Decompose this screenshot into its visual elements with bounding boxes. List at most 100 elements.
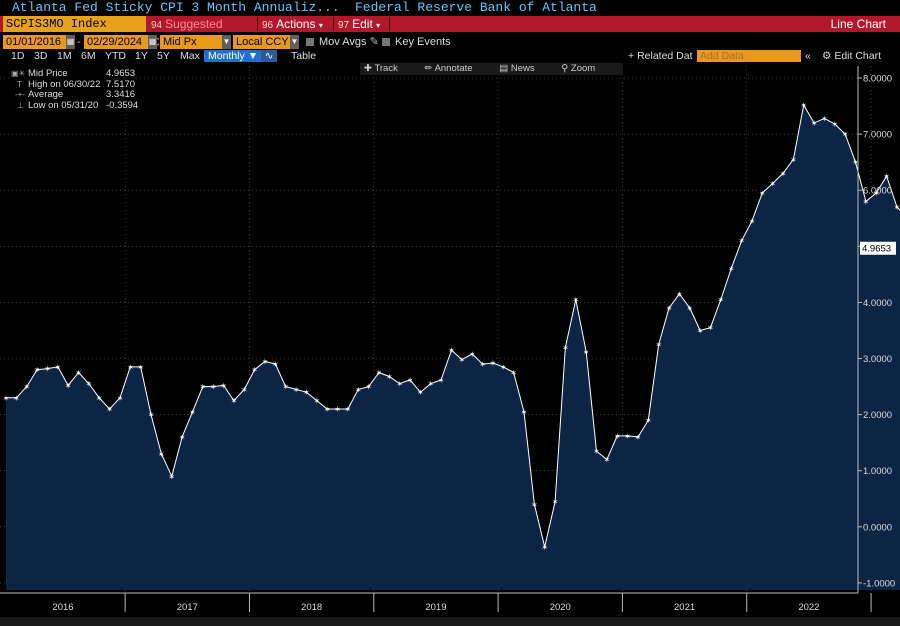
data-point-marker: ✶	[3, 394, 10, 403]
periodicity-select[interactable]: Monthly ▼	[204, 50, 263, 63]
legend-average-label: Average	[28, 89, 64, 100]
menu-separator	[257, 17, 258, 31]
data-point-marker: ✶	[624, 432, 631, 441]
data-point-marker: ✶	[583, 348, 590, 357]
range-3d[interactable]: 3D	[34, 50, 48, 62]
add-data-input[interactable]: Add Data	[697, 50, 801, 63]
x-tick-label: 2017	[177, 602, 198, 613]
edit-chart-button[interactable]: ⚙ Edit Chart	[822, 50, 881, 63]
y-tick-label: 1.0000	[863, 466, 892, 477]
legend-mid-price-label: Mid Price	[28, 68, 68, 79]
data-point-marker: ✶	[510, 369, 517, 378]
menu-separator	[333, 17, 334, 31]
track-tool[interactable]: ✚ Track	[364, 63, 398, 74]
series-area-fill	[6, 105, 900, 590]
range-6m[interactable]: 6M	[81, 50, 96, 62]
zoom-tool[interactable]: ⚲ Zoom	[561, 63, 596, 74]
table-button[interactable]: Table	[291, 50, 317, 62]
data-point-marker: ✶	[262, 357, 269, 366]
end-date-field[interactable]: 02/29/2024	[84, 35, 149, 49]
legend-mid-price[interactable]: ▣✳ Mid Price 4.9653	[9, 68, 135, 80]
bottom-scroll-strip[interactable]	[0, 617, 900, 626]
mov-avgs-checkbox[interactable]	[306, 38, 314, 47]
wrench-icon: ⚙	[822, 50, 832, 62]
data-point-marker: ✶	[769, 179, 776, 188]
data-point-marker: ✶	[759, 189, 766, 198]
legend-average: -+- Average 3.3416	[9, 89, 135, 101]
data-point-marker: ✶	[686, 304, 693, 313]
data-point-marker: ✶	[811, 119, 818, 128]
data-point-marker: ✶	[407, 376, 414, 385]
chart-style-icon[interactable]: ∿	[261, 50, 277, 63]
data-point-marker: ✶	[572, 296, 579, 305]
control-bar: 01/01/2016 ▦ - 02/29/2024 ▦ Mid Px ▼ Loc…	[0, 34, 900, 50]
y-tick-label: 6.0000	[863, 186, 892, 197]
mov-avgs-toggle[interactable]: Mov Avgs ✎	[306, 35, 379, 49]
news-tool[interactable]: ▤ News	[499, 63, 535, 74]
data-point-marker: ✶	[438, 376, 445, 385]
data-point-marker: ✶	[313, 397, 320, 406]
range-1m[interactable]: 1M	[57, 50, 72, 62]
data-point-marker: ✶	[831, 120, 838, 129]
line-chart[interactable]: ✶ ✶✶✶ ✶ ✶✶✶✶✶✶✶✶ ✶✶✶✶✶✶✶ ✶ ✶✶✶✶✶ ✶✶ ✶ ✶✶✶ ✶ ✶✶ ✶✶ ✶✶ ✶…	[0, 62, 900, 617]
data-point-marker: ✶	[800, 101, 807, 110]
end-date-calendar-icon[interactable]: ▦	[148, 35, 157, 49]
range-5y[interactable]: 5Y	[157, 50, 170, 62]
data-point-marker: ✶	[873, 189, 880, 198]
data-point-marker: ✶	[821, 114, 828, 123]
data-point-marker: ✶	[541, 543, 548, 552]
ticker-field[interactable]: SCPIS3MO Index	[3, 16, 146, 32]
data-point-marker: ✶	[282, 383, 289, 392]
start-date-calendar-icon[interactable]: ▦	[66, 35, 75, 49]
data-point-marker: ✶	[562, 343, 569, 352]
price-field-select[interactable]: Mid Px	[160, 35, 228, 49]
data-point-marker: ✶	[852, 158, 859, 167]
legend-low-value: -0.3594	[106, 99, 139, 111]
data-point-marker: ✶	[189, 408, 196, 417]
range-1y[interactable]: 1Y	[135, 50, 148, 62]
data-point-marker: ✶	[780, 169, 787, 178]
data-point-marker: ✶	[148, 411, 155, 420]
start-date-field[interactable]: 01/01/2016	[3, 35, 68, 49]
currency-dropdown-icon[interactable]: ▼	[290, 35, 299, 49]
range-1d[interactable]: 1D	[11, 50, 25, 62]
data-point-marker: ✶	[376, 369, 383, 378]
data-point-marker: ✶	[65, 381, 72, 390]
pencil-icon[interactable]: ✎	[369, 36, 379, 48]
collapse-icon[interactable]: «	[805, 50, 811, 62]
data-point-marker: ✶	[490, 359, 497, 368]
chart-type-label[interactable]: Line Chart	[830, 17, 886, 31]
edit-button[interactable]: 97 Edit ▾	[338, 16, 380, 32]
data-point-marker: ✶	[251, 366, 258, 375]
news-label: News	[510, 63, 535, 74]
price-field-dropdown-icon[interactable]: ▼	[222, 35, 231, 49]
legend-low: ⊥ Low on 05/31/20 -0.3594	[9, 99, 139, 112]
actions-dropdown-icon: ▾	[318, 21, 323, 30]
currency-select[interactable]: Local CCY	[233, 35, 294, 49]
data-point-marker: ✶	[749, 217, 756, 226]
related-data-button[interactable]: + Related Dat	[628, 50, 693, 63]
actions-number: 96	[262, 20, 274, 31]
annotate-tool[interactable]: ✏ Annotate	[424, 63, 473, 74]
source-title: Federal Reserve Bank of Atlanta	[355, 0, 597, 15]
range-max[interactable]: Max	[180, 50, 200, 62]
data-point-marker: ✶	[863, 197, 870, 206]
data-point-marker: ✶	[707, 324, 714, 333]
range-ytd[interactable]: YTD	[105, 50, 126, 62]
data-point-marker: ✶	[458, 356, 465, 365]
data-point-marker: ✶	[127, 363, 134, 372]
data-point-marker: ✶	[199, 383, 206, 392]
key-events-checkbox[interactable]	[382, 38, 390, 47]
data-point-marker: ✶	[34, 366, 41, 375]
annotate-label: Annotate	[434, 63, 473, 74]
key-events-toggle[interactable]: Key Events	[382, 35, 451, 49]
data-point-marker: ✶	[842, 130, 849, 139]
series-marker-icon: ▣✳	[11, 69, 26, 78]
y-tick-label: 2.0000	[863, 410, 892, 421]
last-value-tag-group: 4.9653	[860, 241, 896, 255]
data-point-marker: ✶	[738, 237, 745, 246]
actions-button[interactable]: 96 Actions ▾	[262, 16, 323, 32]
x-axis-band	[0, 593, 900, 617]
